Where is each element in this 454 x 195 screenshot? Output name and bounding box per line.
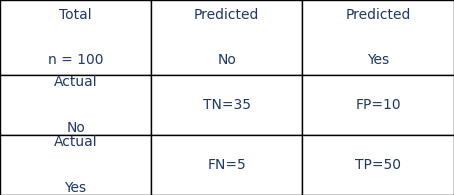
Text: Predicted

Yes: Predicted Yes: [345, 8, 411, 67]
Bar: [302, 75, 454, 135]
Bar: [302, 0, 454, 75]
Text: Actual

Yes: Actual Yes: [54, 135, 98, 195]
Text: FN=5: FN=5: [207, 158, 246, 172]
Bar: [151, 135, 302, 195]
Bar: [0, 135, 151, 195]
Text: TP=50: TP=50: [355, 158, 401, 172]
Bar: [151, 0, 302, 75]
Bar: [151, 75, 302, 135]
Bar: [0, 0, 151, 75]
Text: FP=10: FP=10: [355, 98, 401, 112]
Text: TN=35: TN=35: [203, 98, 251, 112]
Bar: [0, 75, 151, 135]
Text: Predicted

No: Predicted No: [194, 8, 259, 67]
Text: Total

n = 100: Total n = 100: [48, 8, 104, 67]
Text: Actual

No: Actual No: [54, 75, 98, 135]
Bar: [302, 135, 454, 195]
